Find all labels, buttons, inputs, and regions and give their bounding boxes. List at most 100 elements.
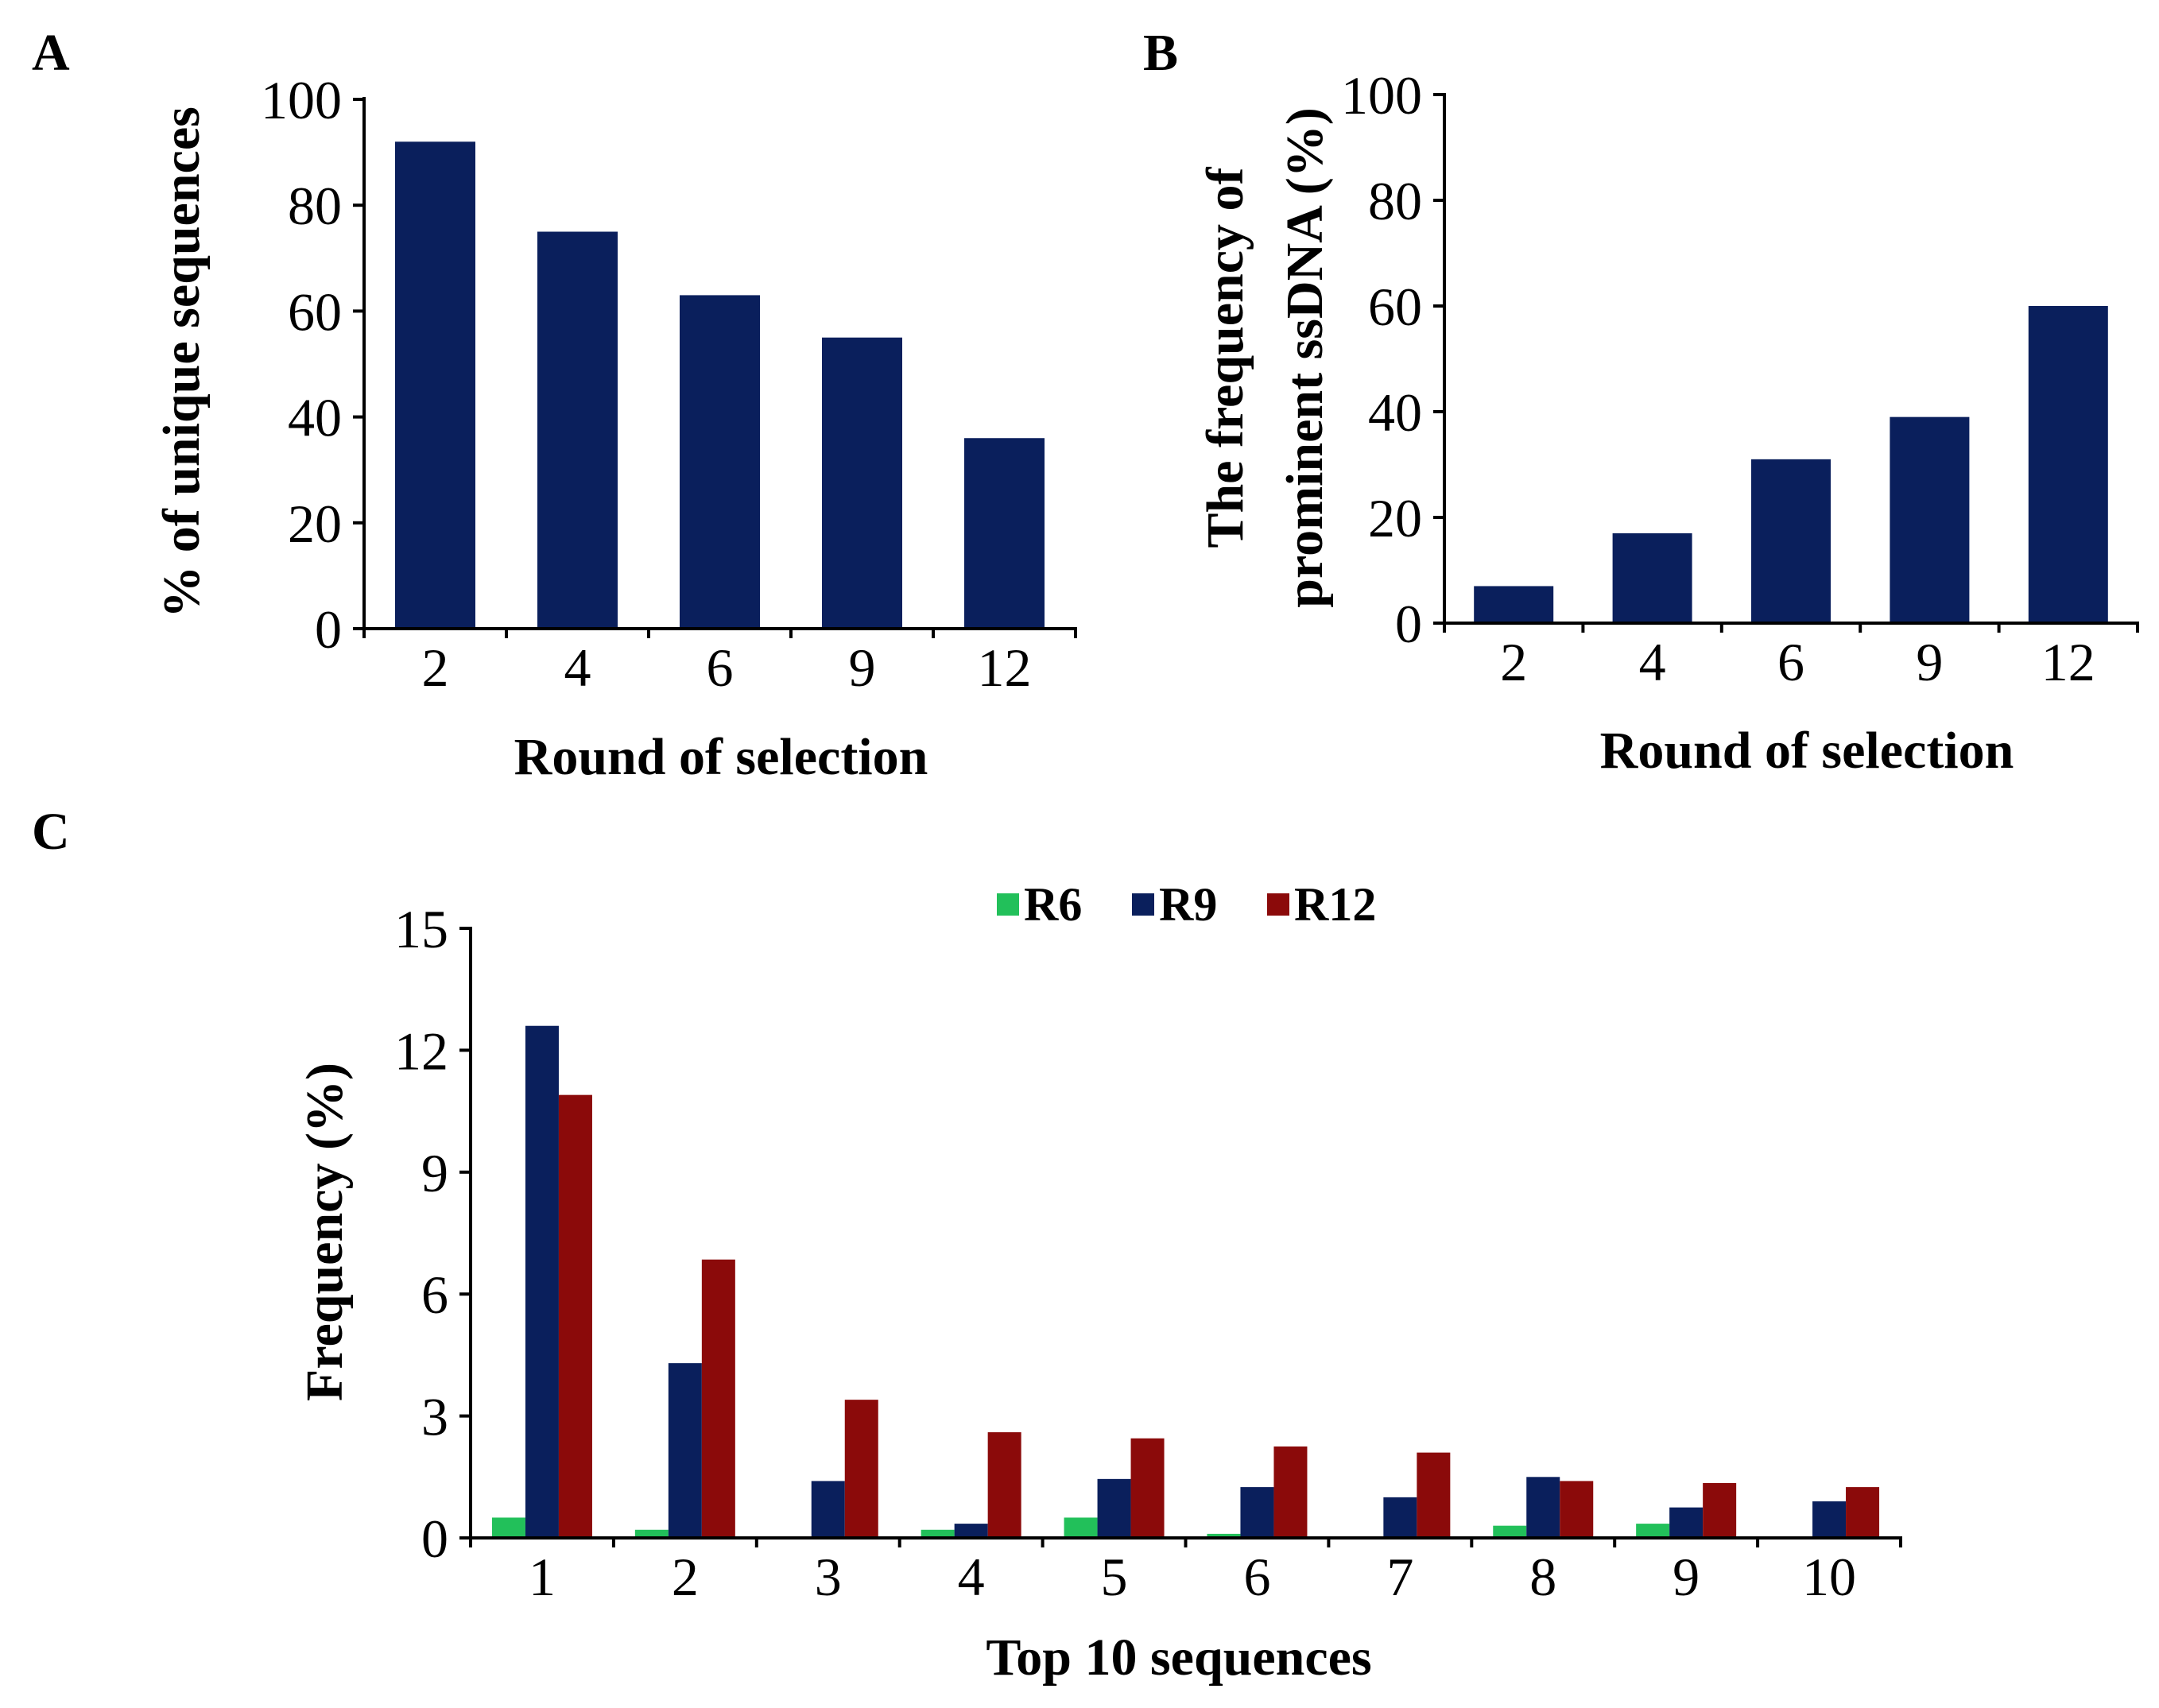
panel-label-c: C	[32, 803, 70, 861]
chart-c-bar-r6-8	[1493, 1525, 1527, 1538]
legend-swatch-r12	[1267, 893, 1289, 916]
chart-a: 0 20 40 60 80 100 2 4 6 9 12 Round of selection %…	[153, 70, 1077, 786]
chart-c-bar-r12-1	[558, 1094, 592, 1538]
chart-c-x-tick-label: 5	[1101, 1547, 1128, 1607]
chart-a-y-ticks: 0 20 40 60 80 100	[261, 70, 364, 660]
chart-b-y-tick-label: 40	[1368, 382, 1422, 443]
chart-b: 0 20 40 60 80 100 2 4 6 9 12 Round of selection T…	[1196, 65, 2139, 780]
chart-a-y-tick-label: 100	[261, 70, 342, 130]
chart-a-x-tick-label: 9	[849, 637, 876, 698]
chart-a-y-tick-label: 80	[288, 176, 342, 236]
chart-c-bar-r6-1	[491, 1517, 525, 1538]
chart-b-bar-6	[1751, 459, 1831, 623]
chart-a-x-tick-label: 6	[707, 637, 734, 698]
chart-a-bar-12	[964, 438, 1045, 629]
chart-a-x-ticks: 2 4 6 9 12	[362, 629, 1077, 698]
chart-c-bar-r12-5	[1130, 1438, 1165, 1538]
chart-b-bar-4	[1612, 533, 1692, 623]
chart-b-y-tick-label: 20	[1368, 488, 1422, 548]
chart-c-bar-r9-7	[1383, 1497, 1417, 1538]
legend-swatch-r6	[997, 893, 1019, 916]
chart-a-x-tick-label: 2	[422, 637, 449, 698]
chart-b-x-tick-label: 4	[1639, 632, 1666, 692]
panel-label-a: A	[32, 24, 70, 82]
chart-a-x-tick-label: 12	[978, 637, 1032, 698]
chart-c-bar-r9-10	[1812, 1501, 1847, 1538]
chart-a-y-tick-label: 60	[288, 281, 342, 342]
chart-c-bar-r9-4	[954, 1524, 988, 1538]
chart-b-y-tick-label: 80	[1368, 171, 1422, 231]
chart-c-bars	[491, 1025, 1880, 1538]
chart-b-y-tick-label: 100	[1341, 65, 1422, 126]
chart-c-x-tick-label: 9	[1673, 1547, 1700, 1607]
chart-a-y-tick-label: 20	[288, 494, 342, 554]
chart-c-bar-r12-8	[1560, 1481, 1594, 1538]
chart-b-bar-12	[2028, 306, 2108, 623]
chart-c-bar-r12-6	[1273, 1446, 1308, 1538]
chart-b-x-ticks: 2 4 6 9 12	[1443, 623, 2139, 692]
chart-c-y-title: Frequency (%)	[296, 1063, 354, 1401]
chart-a-bar-6	[680, 295, 760, 629]
chart-c-y-tick-label: 9	[421, 1143, 448, 1203]
chart-c-x-tick-label: 3	[815, 1547, 842, 1607]
chart-c-bar-r6-2	[634, 1529, 669, 1538]
chart-c-bar-r6-5	[1064, 1517, 1098, 1538]
chart-c-x-title: Top 10 sequences	[986, 1629, 1371, 1687]
chart-c-bar-r12-4	[987, 1432, 1021, 1538]
chart-b-x-tick-label: 2	[1500, 632, 1527, 692]
chart-c-bar-r6-4	[921, 1529, 955, 1538]
chart-c-bar-r9-3	[811, 1481, 845, 1538]
chart-b-y-ticks: 0 20 40 60 80 100	[1341, 65, 1444, 654]
chart-c-bar-r12-2	[701, 1259, 735, 1538]
chart-c-y-ticks: 0 3 6 9 12 15	[394, 899, 471, 1569]
chart-b-bar-2	[1474, 586, 1554, 623]
chart-b-x-tick-label: 12	[2041, 632, 2095, 692]
chart-c-x-tick-label: 8	[1529, 1547, 1556, 1607]
chart-a-x-tick-label: 4	[564, 637, 591, 698]
chart-a-bar-9	[822, 337, 902, 629]
chart-c-x-tick-label: 10	[1802, 1547, 1856, 1607]
chart-c-x-tick-label: 6	[1243, 1547, 1270, 1607]
chart-a-x-title: Round of selection	[514, 728, 928, 786]
chart-c-bar-r12-10	[1846, 1487, 1880, 1538]
legend-label-r6: R6	[1024, 878, 1082, 931]
chart-c-y-tick-label: 3	[421, 1387, 448, 1447]
chart-c-y-tick-label: 6	[421, 1265, 448, 1325]
chart-c-bar-r6-9	[1636, 1524, 1670, 1538]
chart-c-y-tick-label: 15	[394, 899, 448, 959]
legend-label-r9: R9	[1159, 878, 1217, 931]
chart-c-bar-r9-5	[1097, 1478, 1131, 1538]
chart-a-y-tick-label: 40	[288, 388, 342, 448]
chart-c-y-tick-label: 12	[394, 1021, 448, 1081]
chart-a-bars	[395, 141, 1045, 629]
chart-c-x-tick-label: 7	[1386, 1547, 1413, 1607]
chart-b-bar-9	[1890, 416, 1970, 623]
chart-c-bar-r9-6	[1240, 1487, 1274, 1538]
legend-label-r12: R12	[1294, 878, 1376, 931]
chart-c-bar-r6-6	[1207, 1533, 1241, 1538]
chart-c-bar-r9-2	[668, 1363, 702, 1538]
chart-b-y-tick-label: 60	[1368, 277, 1422, 337]
chart-c-bar-r9-8	[1526, 1477, 1560, 1538]
chart-a-y-tick-label: 0	[315, 599, 342, 660]
chart-c-x-tick-label: 2	[672, 1547, 699, 1607]
chart-a-bar-4	[537, 231, 618, 629]
chart-c-x-ticks: 1 2 3 4 5 6 7 8 9 10	[469, 1538, 1902, 1607]
chart-b-x-tick-label: 9	[1916, 632, 1943, 692]
chart-b-bars	[1474, 306, 2108, 623]
chart-b-x-tick-label: 6	[1777, 632, 1804, 692]
chart-c-y-tick-label: 0	[421, 1509, 448, 1569]
chart-c-bar-r12-3	[844, 1400, 878, 1538]
chart-b-y-title-line1: The frequency of	[1196, 166, 1254, 548]
chart-a-bar-2	[395, 141, 475, 629]
chart-c-bar-r12-9	[1703, 1482, 1737, 1538]
chart-a-y-title: % of unique sequences	[153, 107, 211, 618]
chart-c-bar-r12-7	[1417, 1452, 1451, 1538]
chart-c-bar-r9-1	[525, 1025, 559, 1538]
chart-b-y-tick-label: 0	[1395, 594, 1422, 654]
chart-c-x-tick-label: 1	[529, 1547, 556, 1607]
legend-swatch-r9	[1132, 893, 1154, 916]
chart-b-x-title: Round of selection	[1600, 722, 2014, 780]
